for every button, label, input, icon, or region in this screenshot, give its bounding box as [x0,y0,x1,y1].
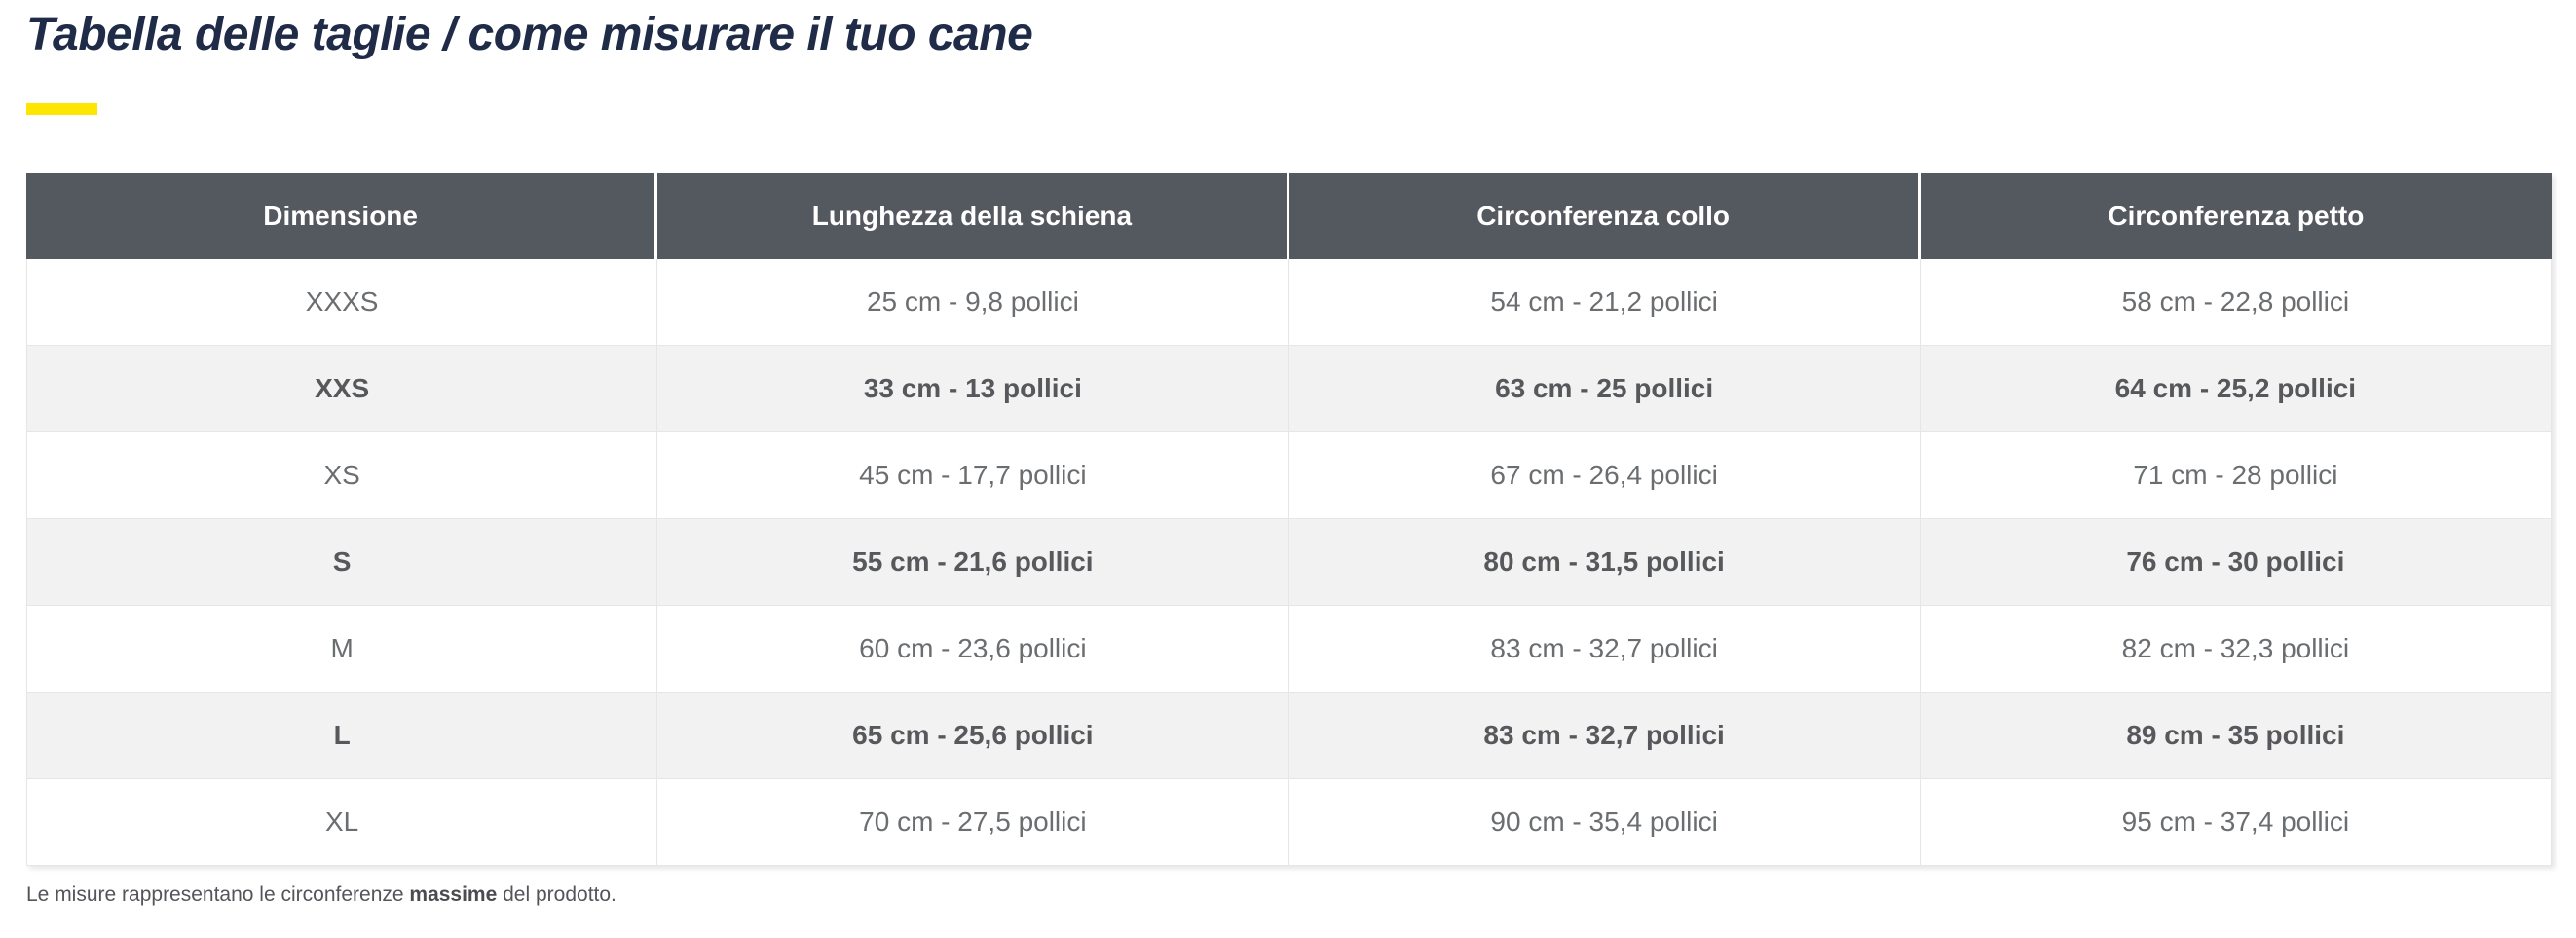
neck-cell: 83 cm - 32,7 pollici [1288,606,1921,693]
page-title: Tabella delle taglie / come misurare il … [26,9,1033,60]
table-row: L 65 cm - 25,6 pollici 83 cm - 32,7 poll… [26,693,2552,779]
back-length-cell: 70 cm - 27,5 pollici [657,779,1289,866]
size-cell: XS [26,432,658,519]
chest-cell: 89 cm - 35 pollici [1920,693,2552,779]
chest-cell: 95 cm - 37,4 pollici [1920,779,2552,866]
size-cell: L [26,693,658,779]
back-length-cell: 25 cm - 9,8 pollici [657,259,1289,346]
back-length-cell: 45 cm - 17,7 pollici [657,432,1289,519]
back-length-cell: 65 cm - 25,6 pollici [657,693,1289,779]
neck-cell: 90 cm - 35,4 pollici [1288,779,1921,866]
table-row: XXS 33 cm - 13 pollici 63 cm - 25 pollic… [26,346,2552,432]
back-length-cell: 55 cm - 21,6 pollici [657,519,1289,606]
chest-cell: 64 cm - 25,2 pollici [1920,346,2552,432]
column-header-neck: Circonferenza collo [1288,173,1921,259]
accent-bar [26,103,97,115]
table-row: S 55 cm - 21,6 pollici 80 cm - 31,5 poll… [26,519,2552,606]
back-length-cell: 60 cm - 23,6 pollici [657,606,1289,693]
neck-cell: 67 cm - 26,4 pollici [1288,432,1921,519]
table-row: XS 45 cm - 17,7 pollici 67 cm - 26,4 pol… [26,432,2552,519]
back-length-cell: 33 cm - 13 pollici [657,346,1289,432]
size-table: Dimensione Lunghezza della schiena Circo… [26,173,2552,866]
size-cell: XXXS [26,259,658,346]
neck-cell: 63 cm - 25 pollici [1288,346,1921,432]
column-header-size: Dimensione [26,173,658,259]
chest-cell: 58 cm - 22,8 pollici [1920,259,2552,346]
size-cell: M [26,606,658,693]
size-table-header: Dimensione Lunghezza della schiena Circo… [26,173,2552,259]
neck-cell: 80 cm - 31,5 pollici [1288,519,1921,606]
column-header-chest: Circonferenza petto [1920,173,2552,259]
chest-cell: 76 cm - 30 pollici [1920,519,2552,606]
chest-cell: 71 cm - 28 pollici [1920,432,2552,519]
chest-cell: 82 cm - 32,3 pollici [1920,606,2552,693]
table-row: XL 70 cm - 27,5 pollici 90 cm - 35,4 pol… [26,779,2552,866]
size-guide-section: Tabella delle taglie / come misurare il … [26,9,2552,907]
table-row: XXXS 25 cm - 9,8 pollici 54 cm - 21,2 po… [26,259,2552,346]
neck-cell: 54 cm - 21,2 pollici [1288,259,1921,346]
neck-cell: 83 cm - 32,7 pollici [1288,693,1921,779]
measurements-note: Le misure rappresentano le circonferenze… [26,883,2552,907]
header-row: Dimensione Lunghezza della schiena Circo… [26,173,2552,259]
table-row: M 60 cm - 23,6 pollici 83 cm - 32,7 poll… [26,606,2552,693]
size-cell: XXS [26,346,658,432]
measurements-note-bold: massime [409,883,498,906]
size-cell: XL [26,779,658,866]
column-header-back-length: Lunghezza della schiena [657,173,1289,259]
size-cell: S [26,519,658,606]
measurements-note-prefix: Le misure rappresentano le circonferenze [26,883,410,906]
measurements-note-suffix: del prodotto. [497,883,616,906]
size-table-body: XXXS 25 cm - 9,8 pollici 54 cm - 21,2 po… [26,259,2552,866]
